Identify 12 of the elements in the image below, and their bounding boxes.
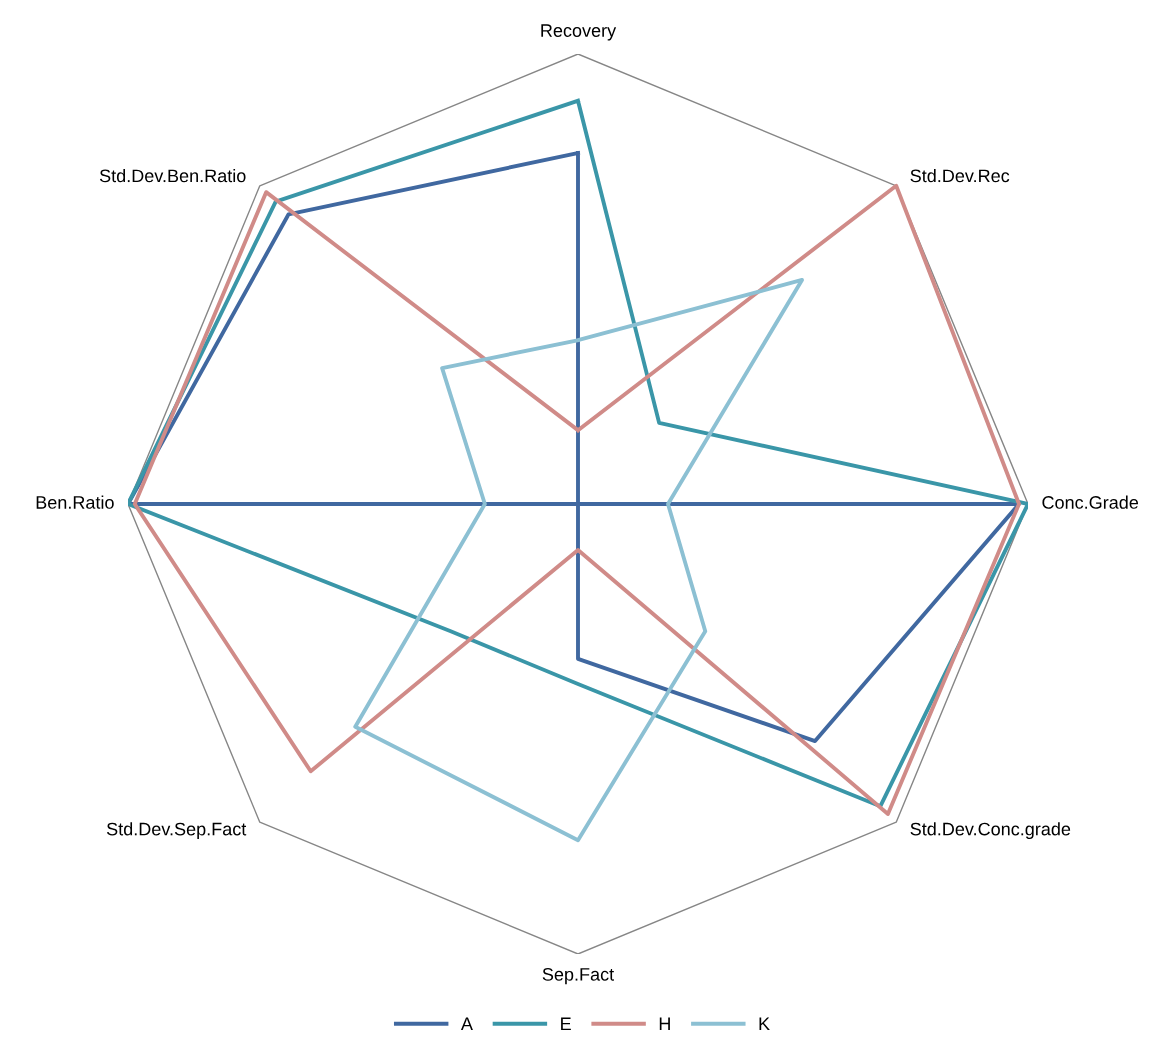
legend-label: E xyxy=(561,1017,571,1030)
legend-label: H xyxy=(659,1017,670,1030)
spoke-label: Std.Dev.Sep.Fact xyxy=(106,822,247,840)
spoke-label: Conc.Grade xyxy=(1042,495,1139,509)
spoke-label: Std.Dev.Conc.grade xyxy=(910,822,1071,840)
spoke-label: Std.Dev.Rec xyxy=(910,168,1010,183)
spoke-label: Ben.Ratio xyxy=(36,495,114,509)
spoke-label: Std.Dev.Ben.Ratio xyxy=(99,168,246,183)
spoke-label: Recovery xyxy=(541,24,617,41)
spoke-label: Sep.Fact xyxy=(542,967,614,985)
legend-label: A xyxy=(460,1017,473,1030)
legend-label: K xyxy=(759,1017,770,1030)
